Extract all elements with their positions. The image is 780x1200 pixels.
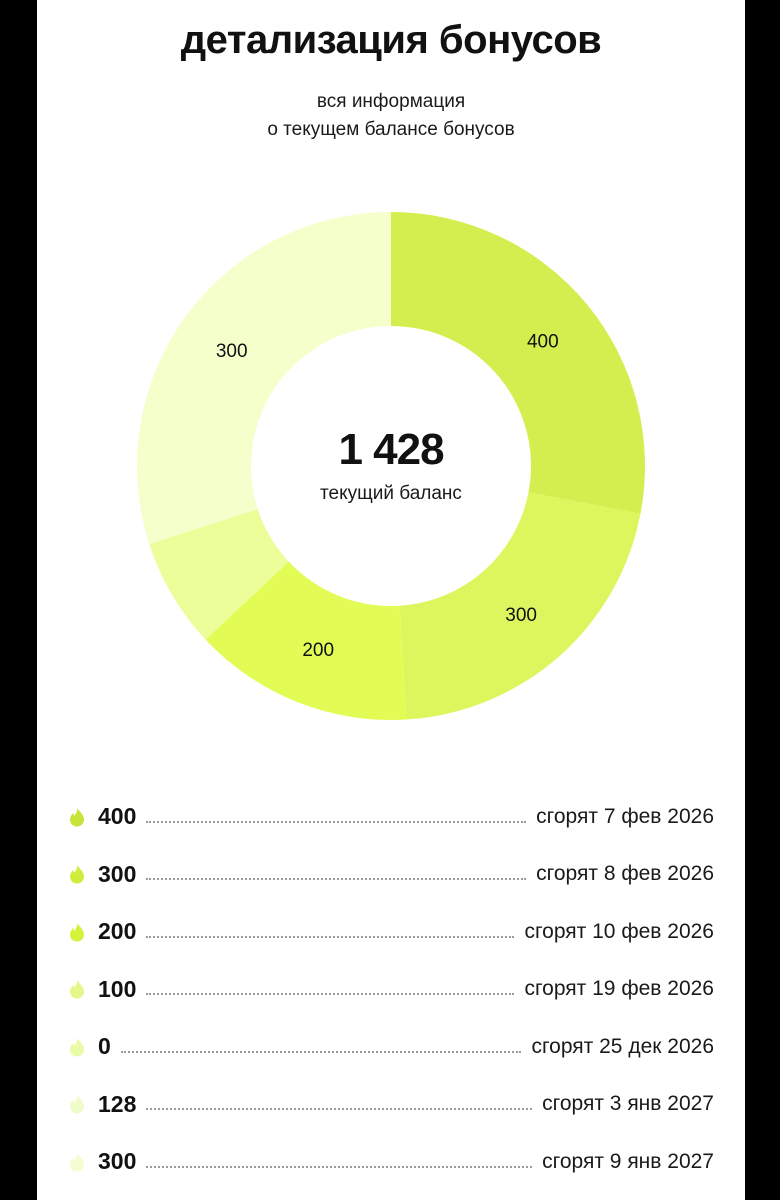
bonus-amount: 400 (98, 803, 137, 830)
segment-label: 300 (216, 341, 248, 362)
donut-segment (149, 509, 289, 640)
expiry-date: сгорят 19 фев 2026 (524, 977, 714, 1001)
bonus-list-item: 400 сгорят 7 фев 2026 (66, 788, 714, 846)
page-title: детализация бонусов (180, 18, 602, 62)
page-subtitle: вся информация о текущем балансе бонусов (37, 88, 745, 144)
subtitle-line-2: о текущем балансе бонусов (267, 119, 515, 140)
bonus-list-item: 300 сгорят 8 фев 2026 (66, 846, 714, 904)
expiry-date: сгорят 7 фев 2026 (536, 804, 714, 828)
bonus-donut-chart: 400 300 200 300 (136, 212, 645, 720)
dotted-leader (146, 935, 515, 938)
bonus-amount: 100 (98, 975, 137, 1002)
donut-segment (205, 561, 407, 720)
expiry-date: сгорят 3 янв 2027 (542, 1092, 714, 1116)
subtitle-line-1: вся информация (316, 91, 466, 112)
bonus-amount: 300 (98, 1148, 137, 1175)
expiry-date: сгорят 8 фев 2026 (536, 862, 714, 886)
dotted-leader (146, 878, 527, 881)
expiry-date: сгорят 10 фев 2026 (524, 919, 714, 943)
donut-segment (136, 212, 391, 545)
bonus-expiry-list: 400 сгорят 7 фев 2026 300 сгорят 8 фев 2026… (66, 788, 714, 1191)
bonus-list-item: 300 сгорят 9 янв 2027 (66, 1133, 714, 1191)
bonus-list-item: 128 сгорят 3 янв 2027 (66, 1076, 714, 1134)
flame-icon (70, 1037, 84, 1057)
bonus-list-item: 0 сгорят 25 дек 2026 (66, 1018, 714, 1076)
dotted-leader (120, 1050, 522, 1053)
bonus-list-item: 100 сгорят 19 фев 2026 (66, 961, 714, 1019)
dotted-leader (146, 993, 515, 996)
flame-icon (70, 865, 84, 884)
flame-icon (70, 980, 84, 999)
bonus-amount: 0 (98, 1033, 111, 1060)
donut-segment (391, 212, 645, 514)
flame-icon (70, 807, 84, 827)
segment-label: 400 (527, 331, 559, 352)
donut-segment (399, 492, 641, 720)
bonus-details-page: детализация бонусов вся информация о тек… (37, 0, 745, 1200)
balance-label: текущий баланс (320, 483, 462, 504)
flame-icon (70, 1152, 84, 1172)
flame-icon (70, 1095, 84, 1114)
dotted-leader (146, 820, 527, 823)
bonus-amount: 128 (98, 1090, 137, 1117)
flame-icon (70, 922, 84, 942)
dotted-leader (146, 1165, 533, 1168)
balance-value: 1 428 (338, 425, 444, 474)
expiry-date: сгорят 9 янв 2027 (542, 1149, 714, 1173)
segment-label: 200 (302, 640, 334, 661)
bonus-amount: 200 (98, 918, 137, 945)
expiry-date: сгорят 25 дек 2026 (531, 1034, 714, 1058)
segment-label: 300 (505, 605, 537, 626)
dotted-leader (146, 1108, 533, 1111)
bonus-list-item: 200 сгорят 10 фев 2026 (66, 903, 714, 961)
bonus-amount: 300 (98, 860, 137, 887)
